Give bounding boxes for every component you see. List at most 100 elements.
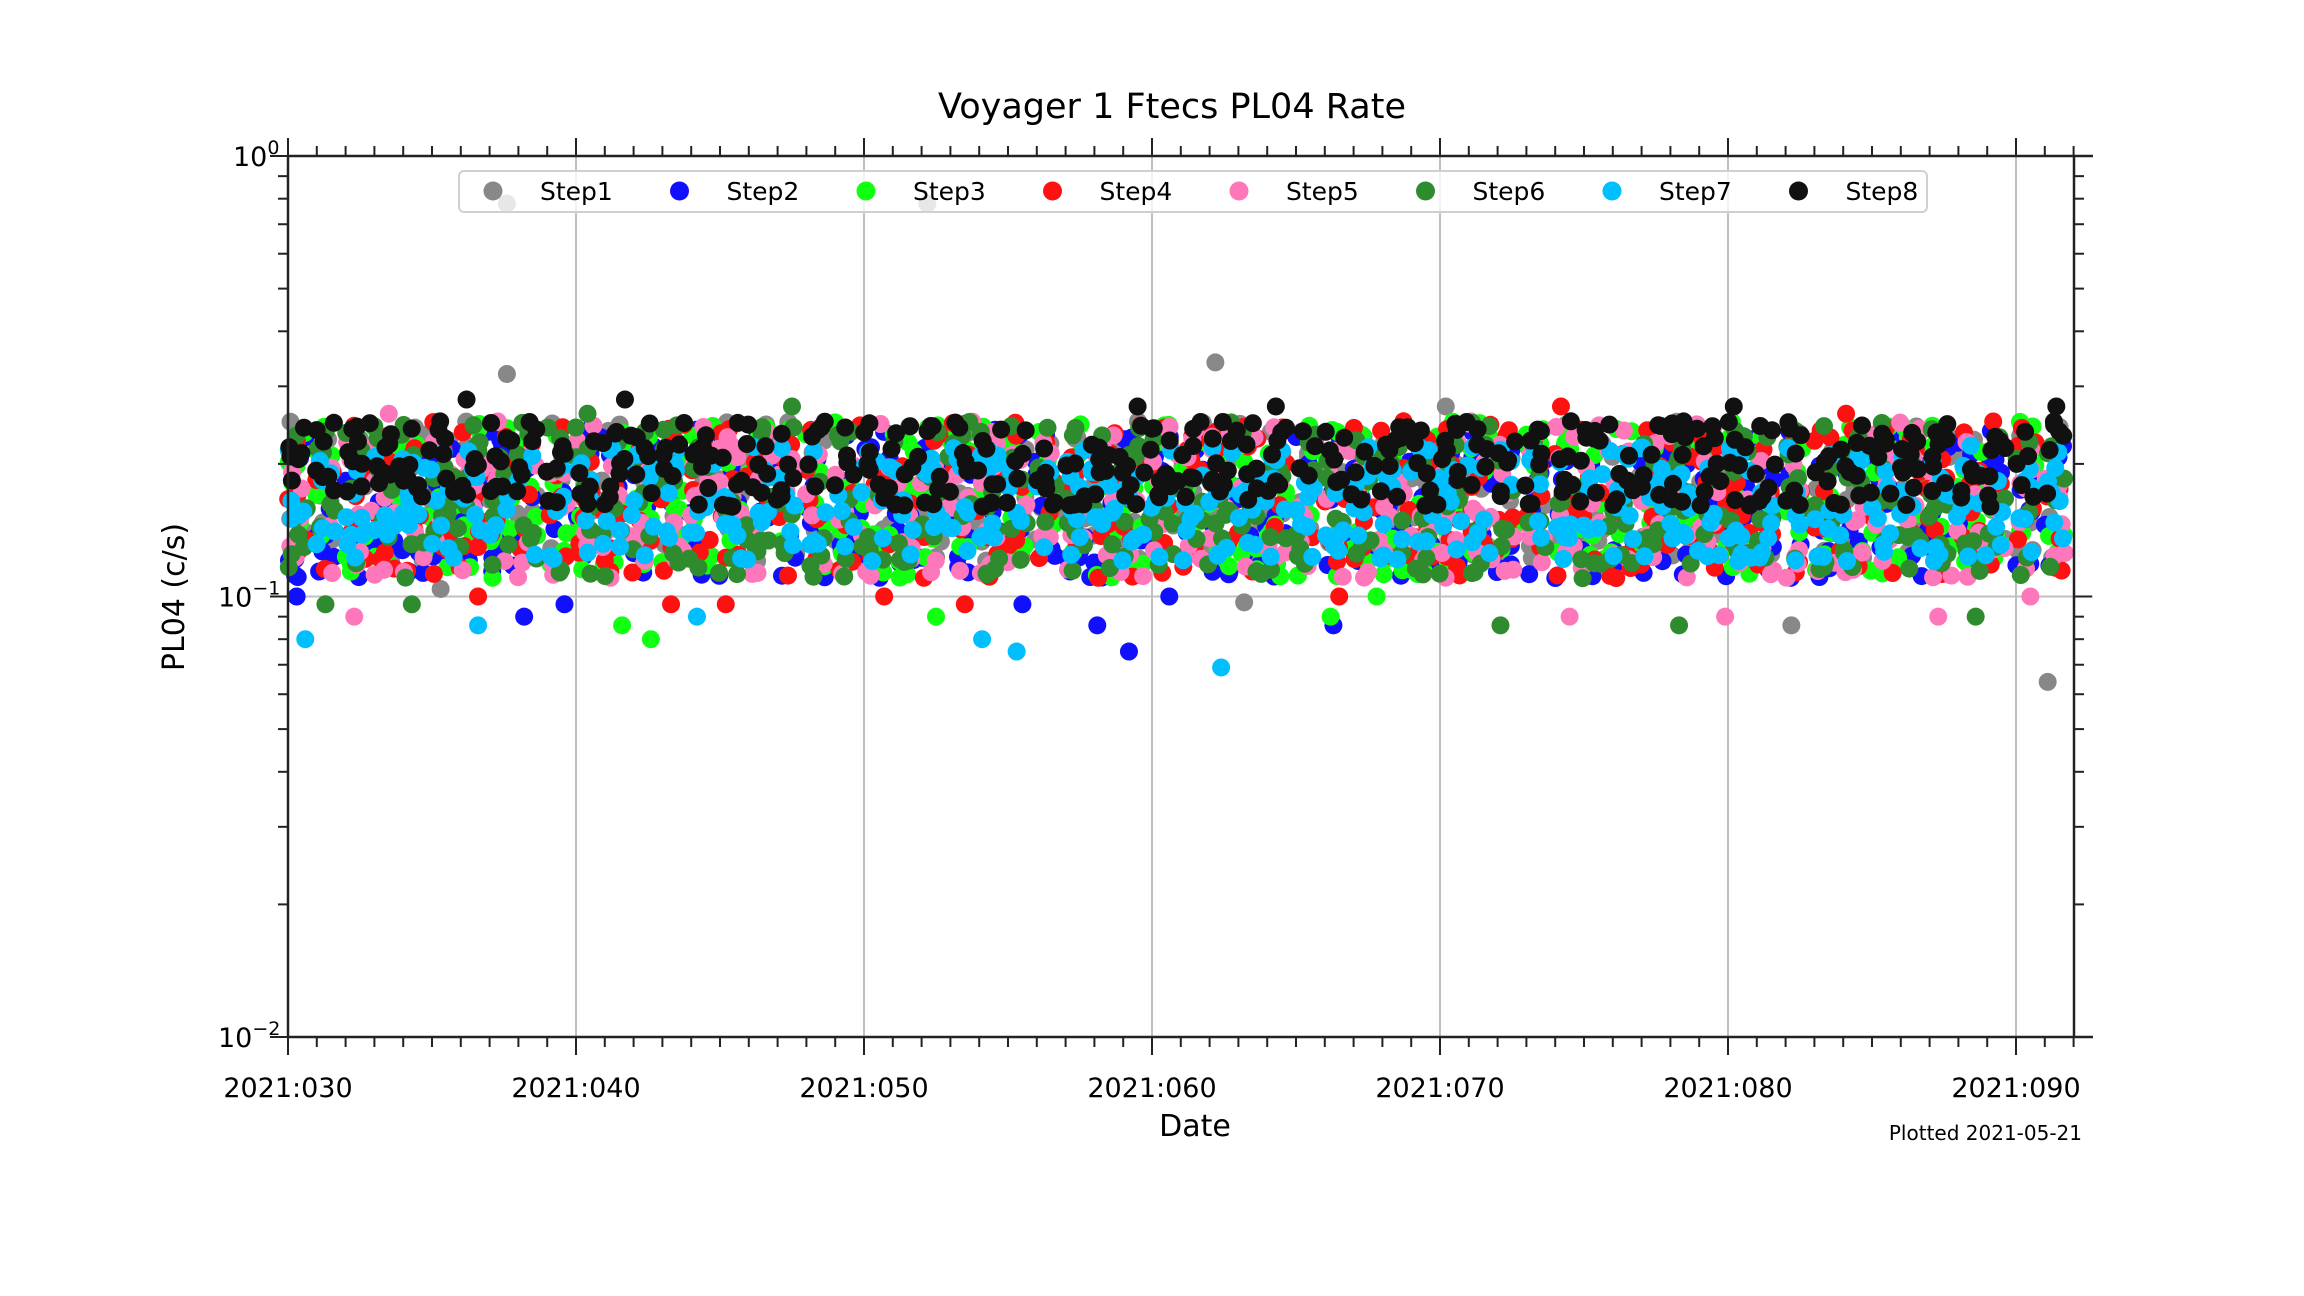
data-point-step7 [1881, 524, 1900, 543]
data-point-step8 [1325, 450, 1344, 469]
data-point-step7 [1070, 528, 1089, 547]
data-point-step8 [806, 477, 825, 496]
data-point-step7 [635, 546, 654, 565]
data-point-step5 [1677, 568, 1696, 587]
data-point-step7 [466, 505, 485, 524]
data-point-step5 [1504, 560, 1523, 579]
data-point-step8 [324, 413, 343, 432]
data-point-step7 [1007, 642, 1026, 661]
data-point-step4 [2009, 530, 2027, 549]
data-point-step3 [1367, 587, 1386, 606]
data-point-step8 [1352, 490, 1371, 509]
data-point-step7 [409, 505, 428, 524]
data-point-step6 [2041, 557, 2060, 576]
data-point-step3 [899, 433, 918, 452]
data-point-step6 [1393, 511, 1412, 530]
data-point-step8 [1516, 476, 1535, 495]
data-point-step7 [610, 521, 629, 540]
data-point-step6 [1036, 512, 1055, 531]
x-tick-label: 2021:090 [1951, 1073, 2080, 1104]
data-point-step8 [909, 447, 928, 466]
data-point-step5 [2021, 587, 2040, 606]
data-point-step2 [1119, 642, 1138, 661]
legend-marker-step5 [1229, 181, 1249, 201]
data-point-step7 [1959, 547, 1978, 566]
data-point-step7 [1624, 530, 1643, 549]
data-point-step7 [294, 502, 313, 521]
data-point-step7 [1604, 547, 1623, 565]
data-point-step8 [420, 441, 439, 460]
legend-marker-step6 [1416, 181, 1435, 201]
data-point-step8 [627, 465, 646, 484]
data-point-step8 [992, 420, 1011, 439]
data-point-step8 [752, 483, 771, 502]
data-point-step7 [525, 545, 544, 564]
data-point-step7 [1287, 501, 1306, 519]
data-point-step5 [951, 561, 969, 580]
data-point-step6 [566, 418, 585, 437]
data-point-step8 [997, 493, 1016, 512]
data-point-step8 [1184, 469, 1203, 488]
data-point-step6 [1063, 561, 1082, 580]
data-point-step7 [1532, 528, 1551, 547]
legend-marker-step8 [1789, 181, 1808, 201]
data-point-step8 [1730, 456, 1748, 475]
data-point-step7 [1035, 538, 1054, 557]
data-point-step8 [1176, 487, 1195, 506]
data-point-step8 [1421, 481, 1439, 500]
legend-label-step4: Step4 [1100, 177, 1173, 206]
data-point-step5 [1134, 567, 1153, 586]
data-point-step8 [2040, 441, 2059, 459]
data-point-step1 [1782, 616, 1801, 635]
data-point-step8 [1417, 464, 1436, 483]
data-point-step7 [985, 528, 1003, 547]
legend-marker-step3 [856, 181, 876, 201]
data-point-step7 [1062, 545, 1081, 564]
data-point-step8 [713, 448, 732, 467]
data-point-step8 [1346, 463, 1365, 482]
data-point-step6 [710, 563, 729, 582]
data-point-step6 [1430, 564, 1449, 583]
data-point-step4 [623, 563, 642, 582]
data-point-step7 [427, 491, 446, 510]
data-point-step6 [2011, 566, 2030, 584]
data-point-step7 [1732, 527, 1751, 546]
data-point-step7 [1480, 544, 1499, 563]
data-point-step6 [990, 549, 1009, 568]
data-point-step6 [1806, 496, 1825, 515]
data-point-step8 [1937, 430, 1956, 449]
data-point-step8 [1688, 419, 1706, 438]
data-point-step8 [1634, 466, 1653, 485]
data-point-step8 [491, 452, 510, 471]
data-point-step6 [1038, 418, 1057, 437]
data-point-step7 [325, 522, 344, 541]
data-point-step8 [772, 424, 791, 443]
data-point-step8 [1904, 478, 1923, 497]
data-point-step8 [1184, 437, 1203, 455]
data-point-step8 [1924, 457, 1943, 476]
data-point-step8 [1498, 453, 1517, 472]
data-point-step8 [2016, 422, 2035, 441]
data-point-step8 [642, 484, 661, 503]
data-point-step8 [1365, 456, 1384, 475]
y-tick-label: 100 [233, 137, 279, 173]
data-point-step7 [1392, 530, 1411, 549]
data-point-step7 [1930, 545, 1949, 564]
data-point-step7 [781, 522, 800, 541]
data-point-step6 [464, 416, 483, 435]
data-point-step8 [2024, 487, 2043, 506]
data-point-step4 [1984, 412, 2003, 431]
data-point-step8 [578, 494, 597, 513]
data-point-step7 [422, 460, 441, 479]
data-point-step8 [1980, 467, 1999, 486]
data-point-step7 [1786, 551, 1805, 570]
data-point-step8 [1876, 434, 1895, 453]
data-point-step8 [887, 424, 905, 443]
data-point-step7 [1593, 465, 1612, 484]
data-point-step8 [1491, 487, 1510, 506]
data-point-step7 [1529, 512, 1547, 531]
data-point-step4 [716, 595, 735, 614]
data-point-step2 [515, 607, 534, 626]
data-point-step8 [737, 435, 756, 453]
data-point-step8 [640, 414, 659, 433]
